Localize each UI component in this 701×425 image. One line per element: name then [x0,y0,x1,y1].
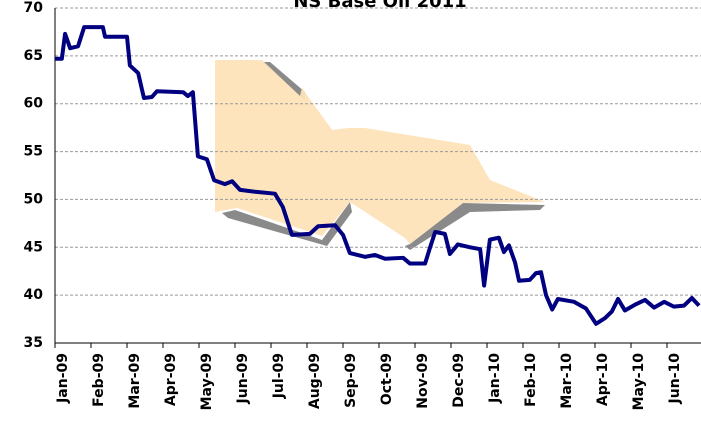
background-arrow [215,60,545,250]
y-tick-label: 70 [24,0,44,16]
x-tick-label: Jan-09 [55,353,71,404]
x-tick-label: Jun-10 [667,353,683,405]
x-tick-label: May-09 [199,353,215,410]
y-tick-label: 45 [24,239,43,255]
y-tick-label: 65 [24,48,43,64]
x-tick-label: Dec-09 [451,353,467,408]
y-tick-label: 50 [24,191,44,207]
x-tick-label: Mar-10 [559,353,575,409]
y-tick-label: 35 [24,335,43,351]
y-tick-label: 40 [24,287,44,303]
x-tick-label: Jan-10 [487,353,503,404]
x-tick-label: Sep-09 [343,353,359,408]
x-tick-label: May-10 [631,353,647,411]
x-tick-label: Feb-09 [91,353,107,407]
x-tick-label: Apr-09 [163,353,179,406]
x-tick-label: Jun-09 [235,353,251,404]
x-tick-label: Apr-10 [595,353,611,406]
x-tick-label: Feb-10 [523,353,539,407]
data-line [55,25,701,326]
x-tick-label: Aug-09 [307,353,323,409]
x-tick-label: Oct-09 [379,353,395,405]
x-tick-label: Mar-09 [127,353,143,409]
y-tick-label: 60 [24,96,44,112]
x-tick-label: Nov-09 [415,353,431,409]
x-tick-label: Jul-09 [271,353,287,399]
chart-title: NS Base Oil 2011 [293,0,466,12]
y-tick-label: 55 [24,144,43,160]
